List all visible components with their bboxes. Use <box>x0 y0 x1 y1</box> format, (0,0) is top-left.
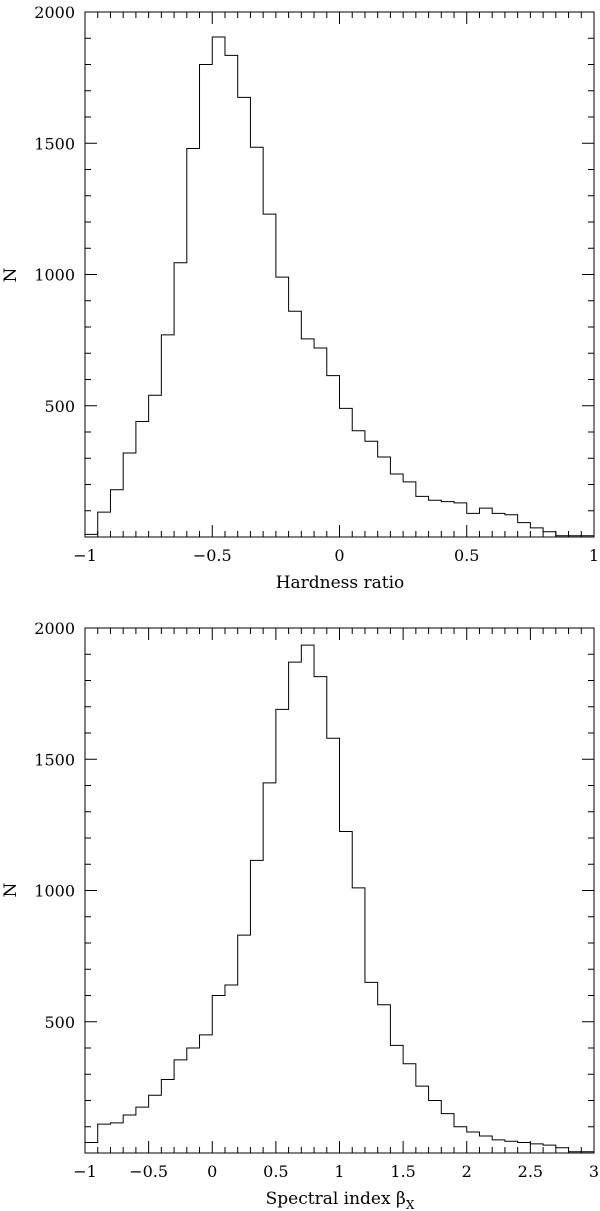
x-tick-label: 0.5 <box>454 546 479 565</box>
x-tick-label: 1.5 <box>390 1162 415 1181</box>
x-tick-label: −1 <box>73 1162 97 1181</box>
x-tick-label: 0 <box>207 1162 217 1181</box>
plot-frame <box>84 11 595 538</box>
x-tick-label: 1 <box>334 1162 344 1181</box>
y-axis-title: N <box>1 882 21 897</box>
x-tick-label: 3 <box>589 1162 599 1181</box>
x-tick-label: −0.5 <box>193 546 232 565</box>
y-tick-label: 2000 <box>34 3 75 22</box>
x-tick-label: 1 <box>589 546 599 565</box>
tick-marks <box>84 627 595 1154</box>
tick-marks <box>84 11 595 538</box>
x-axis-title: Hardness ratio <box>276 573 405 593</box>
histogram-series <box>84 36 594 537</box>
x-axis-title-subscript: X <box>406 1198 415 1211</box>
x-axis-title: Spectral index βX <box>266 1189 415 1211</box>
x-axis-title-main: Spectral index β <box>266 1189 406 1209</box>
y-tick-label: 1000 <box>34 882 75 901</box>
y-axis-title: N <box>1 267 21 282</box>
x-tick-label: −1 <box>73 546 97 565</box>
spectral-index-histogram-panel: −1 −0.5 0 0.5 1 1.5 2 2.5 3 500 1000 1500 2000 Spect… <box>1 619 599 1211</box>
y-tick-label: 500 <box>44 397 75 416</box>
y-tick-label: 1000 <box>34 266 75 285</box>
y-tick-label: 500 <box>44 1013 75 1032</box>
x-tick-label: 0.5 <box>263 1162 288 1181</box>
x-tick-label: 2.5 <box>518 1162 543 1181</box>
x-tick-label: 2 <box>462 1162 472 1181</box>
x-tick-label: −0.5 <box>129 1162 168 1181</box>
y-tick-label: 1500 <box>34 750 75 769</box>
y-tick-label: 1500 <box>34 134 75 153</box>
plot-frame <box>84 627 595 1154</box>
tick-labels: −1 −0.5 0 0.5 1 1.5 2 2.5 3 500 1000 1500 2000 <box>34 619 599 1181</box>
y-tick-label: 2000 <box>34 619 75 638</box>
x-tick-label: 0 <box>334 546 344 565</box>
histogram-series <box>84 644 594 1153</box>
